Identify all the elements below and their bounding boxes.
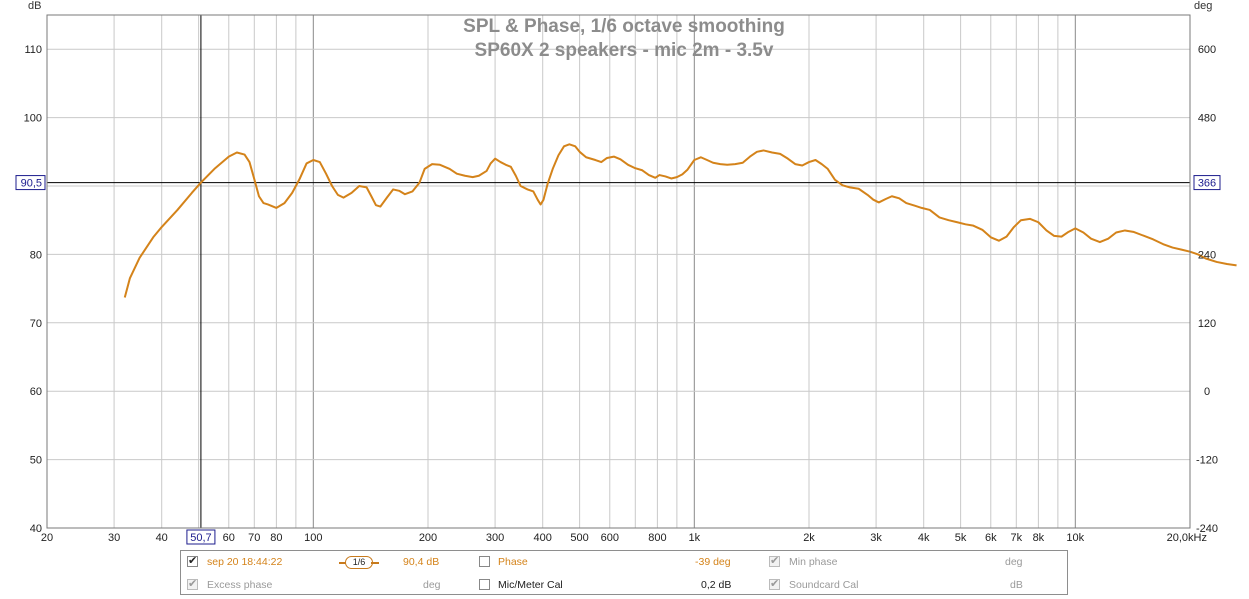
- y-axis-left-ticks: 40 50 60 70 80 90,5 100 110: [15, 44, 46, 535]
- y2-cursor-label-box: [1193, 175, 1221, 191]
- spl-trace: [123, 143, 1237, 298]
- y2-tick-label: -120: [1196, 455, 1218, 467]
- spl-chart[interactable]: SPL & Phase, 1/6 octave smoothing SP60X …: [0, 0, 1249, 548]
- y2-tick-label: 0: [1204, 386, 1210, 398]
- x-tick-label: 20,0kHz: [1167, 532, 1207, 544]
- x-tick-label: 70: [248, 532, 260, 544]
- trace-checkbox[interactable]: [187, 554, 198, 568]
- x-tick-label: 8k: [1033, 532, 1045, 544]
- y-tick-label: 110: [24, 44, 42, 56]
- x-tick-label: 3k: [870, 532, 882, 544]
- trace-value: 90,4 dB: [403, 556, 440, 568]
- y-cursor-label-box: [15, 175, 46, 191]
- y-tick-label: 100: [24, 113, 42, 125]
- x-tick-label: 600: [601, 532, 619, 544]
- phase-label[interactable]: Phase: [498, 556, 528, 568]
- y2-tick-label: 120: [1198, 318, 1216, 330]
- y-tick-label: 60: [30, 386, 42, 398]
- min-phase-label[interactable]: Min phase: [789, 556, 838, 568]
- y-axis-right-ticks: -240 -120 0 120 240 366 480 600: [1193, 44, 1221, 535]
- x-tick-label: 2k: [803, 532, 815, 544]
- y2-tick-label: 480: [1198, 113, 1216, 125]
- x-tick-label: 80: [270, 532, 282, 544]
- smoothing-selector[interactable]: 1/6: [345, 556, 373, 569]
- x-tick-label: 100: [304, 532, 322, 544]
- x-cursor-label: 50,7: [190, 532, 211, 544]
- soundcard-cal-checkbox[interactable]: [769, 577, 780, 591]
- y-tick-label: 50: [30, 455, 42, 467]
- x-tick-label: 1k: [688, 532, 700, 544]
- spl-trace-path: [123, 143, 1237, 298]
- y2-tick-label: 240: [1198, 249, 1216, 261]
- trace-label[interactable]: sep 20 18:44:22: [207, 556, 283, 568]
- cursor-crosshair[interactable]: [47, 15, 1190, 528]
- min-phase-unit: deg: [1005, 556, 1023, 568]
- right-axis-unit: deg: [1194, 0, 1212, 12]
- excess-phase-unit: deg: [423, 579, 441, 591]
- y-cursor-label: 90,5: [21, 178, 42, 190]
- legend-panel: sep 20 18:44:22 1/6 90,4 dB Phase -39 de…: [180, 550, 1068, 595]
- chart-title: SPL & Phase, 1/6 octave smoothing: [463, 16, 785, 37]
- soundcard-cal-unit: dB: [1010, 579, 1023, 591]
- excess-phase-label[interactable]: Excess phase: [207, 579, 273, 591]
- x-tick-label: 20: [41, 532, 53, 544]
- y2-tick-label: -240: [1196, 523, 1218, 535]
- y-tick-label: 80: [30, 249, 42, 261]
- y2-tick-label: 600: [1198, 44, 1216, 56]
- x-tick-label: 400: [534, 532, 552, 544]
- trace-line-right: [371, 562, 379, 564]
- x-tick-label: 4k: [918, 532, 930, 544]
- x-axis-ticks: 20 30 40 50,7 60 70 80 100 200 300 400 500 600 800 1k 2…: [41, 529, 1207, 545]
- mic-cal-label[interactable]: Mic/Meter Cal: [498, 579, 563, 591]
- x-tick-label: 40: [156, 532, 168, 544]
- plot-border: [46, 14, 1191, 529]
- trace-line-left: [339, 562, 347, 564]
- mic-cal-checkbox[interactable]: [479, 579, 490, 590]
- phase-checkbox[interactable]: [479, 556, 490, 567]
- x-tick-label: 7k: [1010, 532, 1022, 544]
- mic-cal-value: 0,2 dB: [701, 579, 732, 591]
- chart-subtitle: SP60X 2 speakers - mic 2m - 3.5v: [475, 40, 774, 61]
- x-tick-label: 300: [486, 532, 504, 544]
- x-tick-label: 30: [108, 532, 120, 544]
- x-tick-label: 200: [419, 532, 437, 544]
- x-tick-label: 10k: [1066, 532, 1084, 544]
- min-phase-checkbox[interactable]: [769, 554, 780, 568]
- y2-cursor-label: 366: [1198, 178, 1216, 190]
- left-axis-unit: dB: [28, 0, 41, 12]
- x-tick-label: 5k: [955, 532, 967, 544]
- x-tick-label: 6k: [985, 532, 997, 544]
- soundcard-cal-label[interactable]: Soundcard Cal: [789, 579, 859, 591]
- y-tick-label: 40: [30, 523, 42, 535]
- x-tick-label: 500: [570, 532, 588, 544]
- x-tick-label: 60: [223, 532, 235, 544]
- phase-value: -39 deg: [695, 556, 731, 568]
- x-tick-label: 800: [648, 532, 666, 544]
- excess-phase-checkbox[interactable]: [187, 577, 198, 591]
- y-tick-label: 70: [30, 318, 42, 330]
- grid-lines: [46, 15, 1191, 529]
- x-cursor-label-box: [186, 529, 216, 545]
